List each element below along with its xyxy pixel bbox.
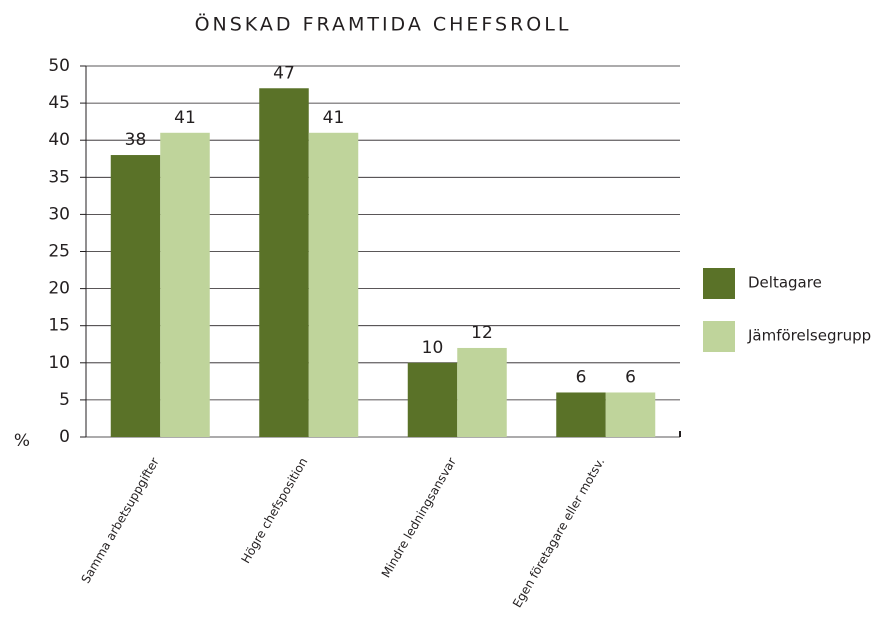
bar	[308, 132, 359, 437]
value-label: 41	[174, 108, 196, 128]
value-label: 47	[273, 63, 295, 83]
bar	[407, 362, 458, 437]
y-tick-label: 45	[48, 93, 70, 113]
y-tick-label: 50	[48, 56, 70, 76]
y-tick-label: 20	[48, 279, 70, 299]
y-tick-label: 30	[48, 204, 70, 224]
x-tick-label: Samma arbetsuppgifter	[78, 455, 161, 586]
y-tick-label: 15	[48, 316, 70, 336]
value-label: 6	[625, 367, 636, 387]
bar	[605, 392, 656, 437]
bar	[259, 88, 309, 437]
value-label: 41	[323, 108, 345, 128]
bar	[457, 347, 507, 437]
value-label: 10	[422, 338, 444, 358]
bar	[556, 392, 606, 437]
chart-title: ÖNSKAD FRAMTIDA CHEFSROLL	[195, 13, 572, 36]
y-tick-label: 25	[48, 242, 70, 262]
x-tick-label: Egen företagare eller motsv.	[510, 455, 607, 610]
legend-label: Jämförelsegrupp	[747, 327, 871, 345]
y-tick-label: 40	[48, 130, 70, 150]
legend-label: Deltagare	[748, 274, 822, 292]
x-tick-label: Högre chefsposition	[239, 455, 311, 565]
value-label: 12	[471, 323, 493, 343]
bar	[110, 155, 161, 438]
y-axis-label: %	[14, 431, 30, 451]
y-tick-label: 5	[59, 390, 70, 410]
bar	[160, 132, 210, 437]
legend-swatch	[703, 321, 735, 352]
value-label: 38	[125, 130, 147, 150]
legend-swatch	[703, 268, 735, 299]
y-tick-label: 10	[48, 353, 70, 373]
y-tick-label: 0	[59, 427, 70, 447]
y-tick-label: 35	[48, 167, 70, 187]
value-label: 6	[576, 367, 587, 387]
x-tick-label: Mindre ledningsansvar	[379, 455, 459, 580]
